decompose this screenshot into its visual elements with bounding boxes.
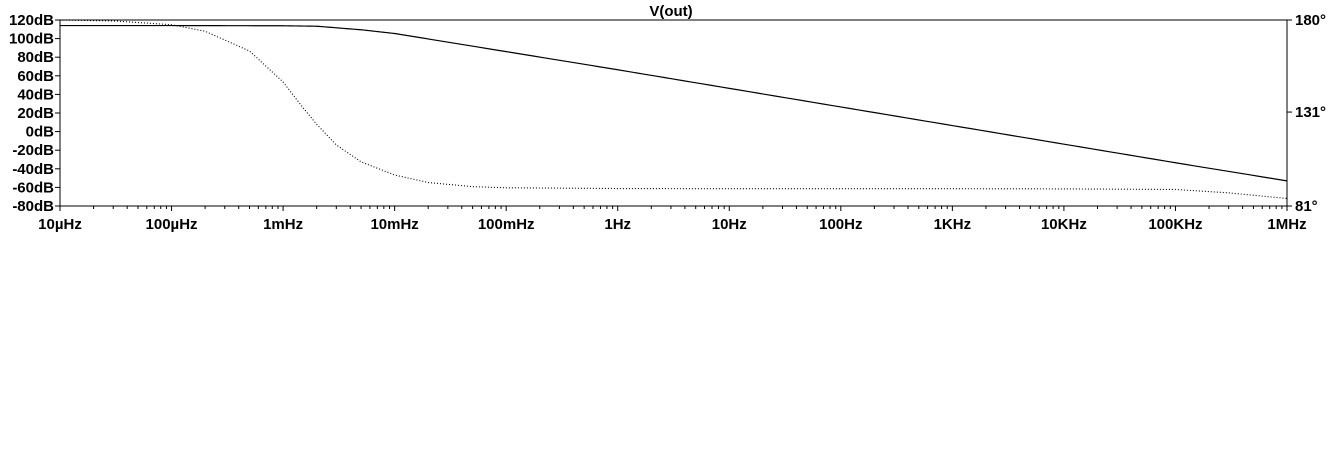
right-axis-phase: 180° 131° 81° [1287,12,1326,215]
y-left-tick-label: -60dB [12,179,54,196]
chart-title: V(out) [649,3,692,20]
x-tick-label: 1Hz [604,216,631,233]
x-tick-label: 10Hz [712,216,747,233]
y-left-tick-label: 20dB [17,105,54,122]
x-tick-label: 10µHz [38,216,82,233]
x-tick-label: 100KHz [1148,216,1202,233]
x-tick-label: 100Hz [819,216,862,233]
x-tick-label: 1MHz [1267,216,1306,233]
y-left-tick-label: -20dB [12,142,54,159]
y-left-tick-label: 100dB [9,31,54,48]
y-right-tick-label: 180° [1295,12,1326,29]
y-right-tick-label: 131° [1295,104,1326,121]
phase-trace [59,19,1288,200]
x-axis-frequency: 10µHz 100µHz 1mHz 10mHz 100mHz 1Hz 10Hz 100Hz 1K… [38,206,1307,233]
y-left-tick-label: 0dB [26,124,55,141]
magnitude-trace [60,24,1288,182]
y-left-tick-label: 80dB [17,49,54,66]
y-right-tick-label: 81° [1295,198,1318,215]
y-left-tick-label: 120dB [9,12,54,29]
x-tick-label: 100mHz [478,216,535,233]
x-tick-label: 1mHz [263,216,303,233]
y-left-tick-label: 40dB [17,86,54,103]
plot-frame [59,19,1288,207]
y-left-tick-label: -40dB [12,161,54,178]
x-tick-label: 1KHz [934,216,972,233]
x-tick-label: 10mHz [370,216,418,233]
left-axis-db: 120dB100dB80dB60dB40dB20dB0dB-20dB-40dB-… [9,12,60,215]
y-left-tick-label: -80dB [12,198,54,215]
y-left-tick-label: 60dB [17,68,54,85]
series-layer [59,19,1288,200]
x-tick-label: 10KHz [1041,216,1087,233]
x-tick-label: 100µHz [146,216,198,233]
